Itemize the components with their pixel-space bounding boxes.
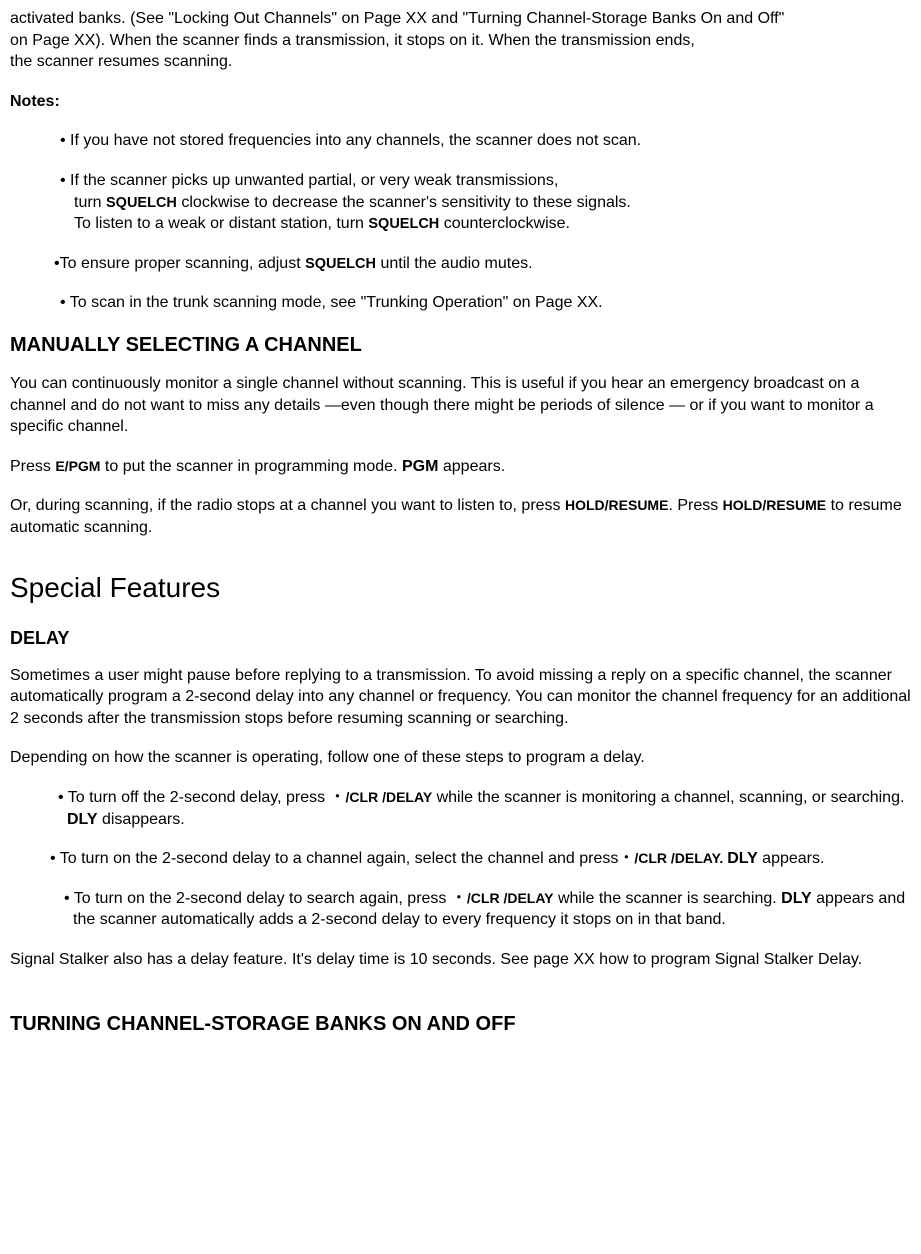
note-2-line-a: • If the scanner picks up unwanted parti… [60, 172, 558, 189]
note-2b-pre: turn [74, 194, 106, 211]
note-2c-pre: To listen to a weak or distant station, … [74, 215, 368, 232]
note-2-line-c: To listen to a weak or distant station, … [60, 213, 911, 235]
dly-label-3: DLY [781, 890, 812, 907]
note-1-text: • If you have not stored frequencies int… [60, 132, 641, 149]
note-item-3: •To ensure proper scanning, adjust SQUEL… [54, 253, 911, 275]
delay-b2-pre: • To turn on the 2-second delay to a cha… [50, 850, 634, 867]
delay-bullet-list: • To turn off the 2-second delay, press … [10, 787, 911, 931]
delay-p3: Signal Stalker also has a delay feature.… [10, 949, 911, 971]
squelch-key-3: SQUELCH [305, 256, 376, 272]
dly-label-2: DLY [727, 850, 758, 867]
note-item-4: • To scan in the trunk scanning mode, se… [60, 292, 911, 314]
note-item-1: • If you have not stored frequencies int… [60, 130, 911, 152]
note-2c-post: counterclockwise. [439, 215, 570, 232]
intro-line-1: activated banks. (See "Locking Out Chann… [10, 10, 784, 27]
hold-resume-key-1: HOLD/RESUME [565, 497, 668, 513]
squelch-key: SQUELCH [106, 195, 177, 211]
manual-p3-mid: . Press [668, 497, 722, 514]
special-features-heading: Special Features [10, 569, 911, 607]
note-4-text: • To scan in the trunk scanning mode, se… [60, 294, 603, 311]
delay-b1-post: disappears. [98, 811, 185, 828]
manual-p3: Or, during scanning, if the radio stops … [10, 495, 911, 538]
note-2b-post: clockwise to decrease the scanner's sens… [177, 194, 631, 211]
delay-p2: Depending on how the scanner is operatin… [10, 747, 911, 769]
clr-delay-key-3: /CLR /DELAY [467, 890, 554, 906]
delay-bullet-1: • To turn off the 2-second delay, press … [58, 787, 911, 830]
note-item-2: • If the scanner picks up unwanted parti… [60, 170, 911, 235]
delay-b1-pre: • To turn off the 2-second delay, press … [58, 789, 346, 806]
manual-p2-post: appears. [438, 458, 505, 475]
delay-b2-post: appears. [758, 850, 825, 867]
manual-p3-pre: Or, during scanning, if the radio stops … [10, 497, 565, 514]
delay-b3-pre: • To turn on the 2-second delay to searc… [64, 890, 467, 907]
delay-heading: DELAY [10, 626, 911, 650]
note-3-pre: •To ensure proper scanning, adjust [54, 255, 305, 272]
pgm-label: PGM [402, 458, 438, 475]
intro-line-2: on Page XX). When the scanner finds a tr… [10, 32, 695, 49]
clr-delay-key-1: /CLR /DELAY [346, 789, 433, 805]
manual-p2-mid: to put the scanner in programming mode. [100, 458, 402, 475]
delay-b3-mid: while the scanner is searching. [554, 890, 782, 907]
banks-heading: TURNING CHANNEL-STORAGE BANKS ON AND OFF [10, 1011, 911, 1038]
delay-p1: Sometimes a user might pause before repl… [10, 665, 911, 730]
dly-label-1: DLY [67, 811, 98, 828]
manual-p2-pre: Press [10, 458, 55, 475]
delay-bullet-2: • To turn on the 2-second delay to a cha… [50, 848, 911, 870]
hold-resume-key-2: HOLD/RESUME [723, 497, 826, 513]
notes-list: • If you have not stored frequencies int… [10, 130, 911, 314]
clr-delay-key-2: /CLR /DELAY. [634, 850, 727, 866]
squelch-key-2: SQUELCH [368, 216, 439, 232]
notes-label: Notes: [10, 91, 911, 113]
note-3-post: until the audio mutes. [376, 255, 533, 272]
intro-line-3: the scanner resumes scanning. [10, 53, 232, 70]
manual-p2: Press E/PGM to put the scanner in progra… [10, 456, 911, 478]
intro-paragraph: activated banks. (See "Locking Out Chann… [10, 8, 911, 73]
manual-p1: You can continuously monitor a single ch… [10, 373, 911, 438]
epgm-key: E/PGM [55, 458, 100, 474]
note-2-line-b: turn SQUELCH clockwise to decrease the s… [60, 192, 911, 214]
delay-b1-mid: while the scanner is monitoring a channe… [432, 789, 904, 806]
manual-heading: MANUALLY SELECTING A CHANNEL [10, 332, 911, 359]
delay-bullet-3: • To turn on the 2-second delay to searc… [58, 888, 911, 931]
